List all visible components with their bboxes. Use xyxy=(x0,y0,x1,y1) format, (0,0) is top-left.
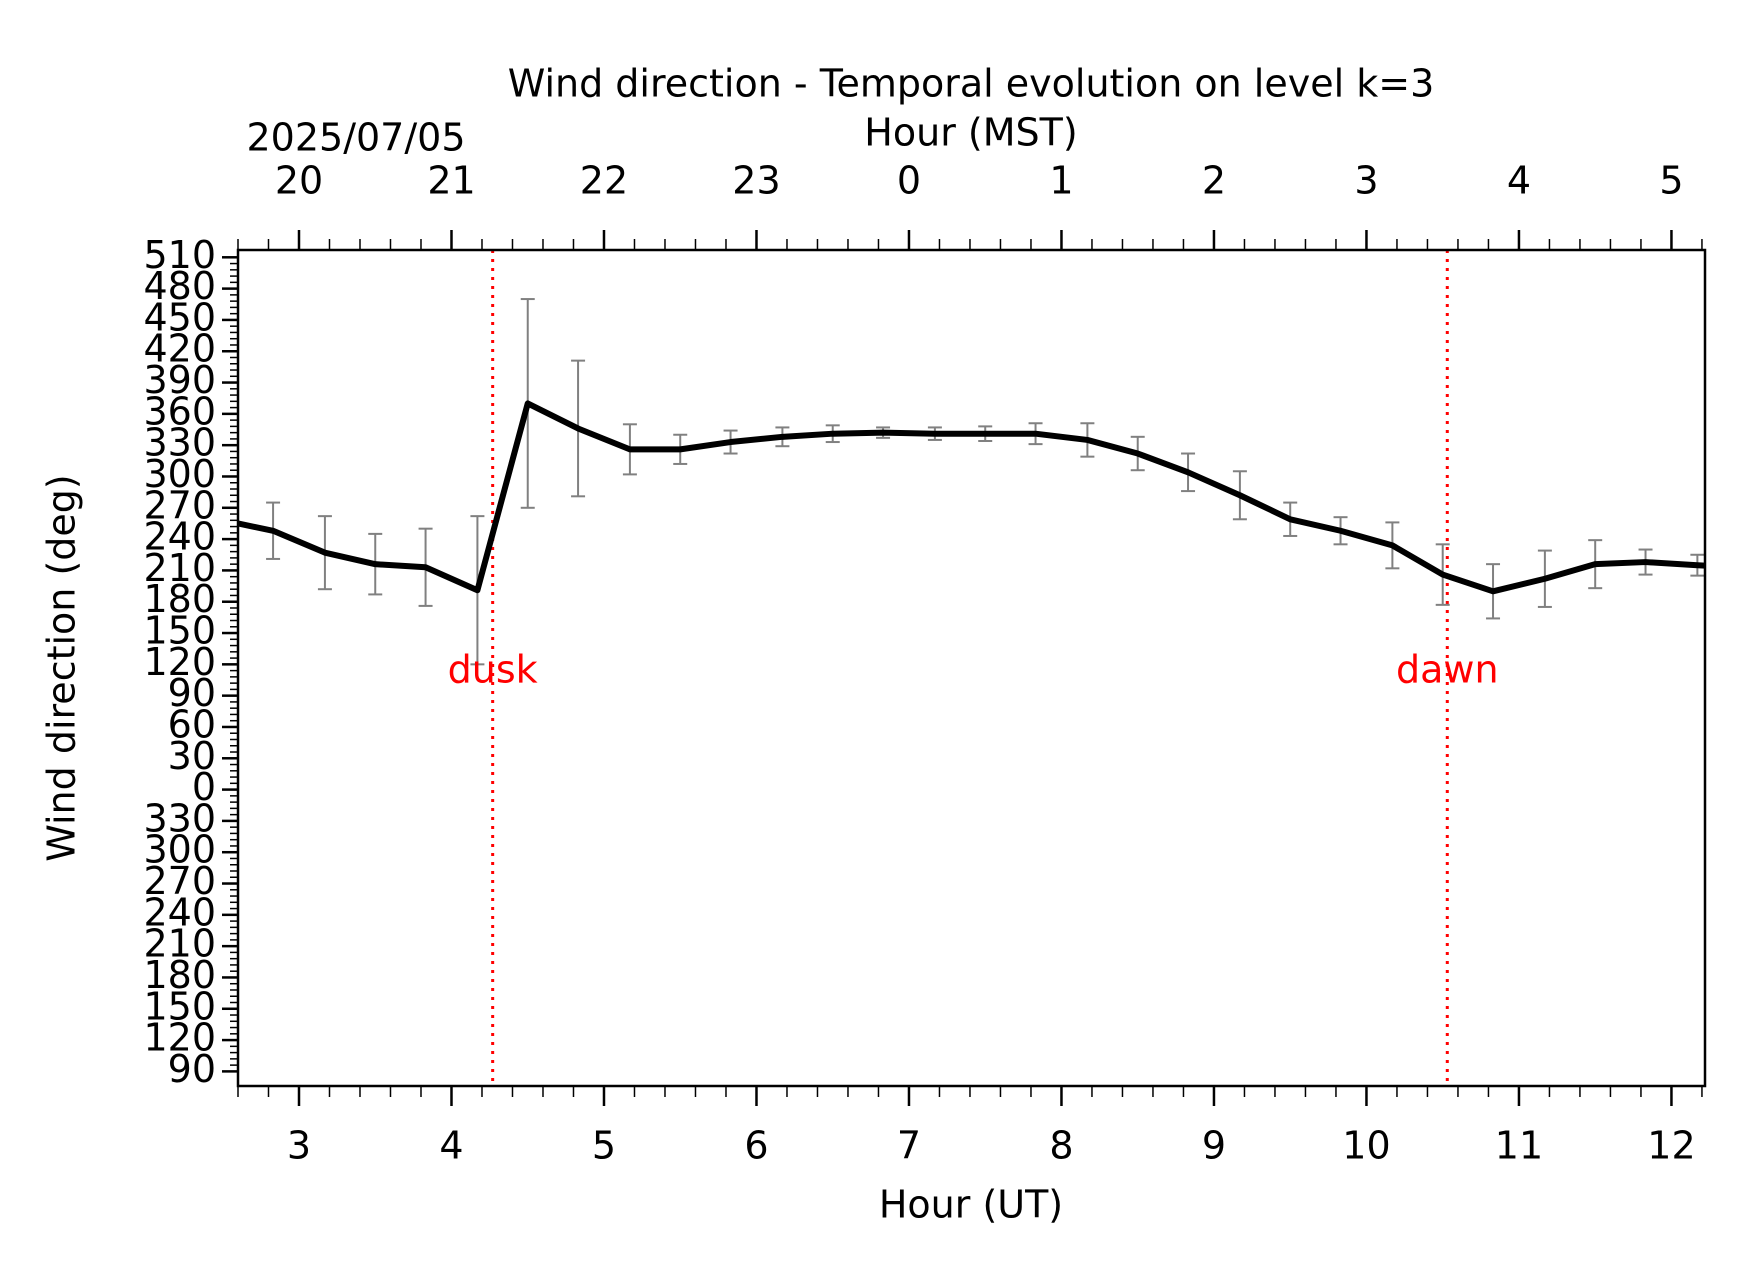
y-axis-label: Wind direction (deg) xyxy=(40,474,84,861)
y-tick-label: 390 xyxy=(143,358,216,402)
y-tick-label: 450 xyxy=(143,295,216,339)
y-tick-label: 90 xyxy=(168,1047,216,1091)
x2-tick-label: 3 xyxy=(1354,159,1378,203)
x2-axis-label: Hour (MST) xyxy=(864,111,1077,155)
x-tick-label: 6 xyxy=(744,1124,768,1168)
x-axis-label: Hour (UT) xyxy=(879,1183,1063,1227)
x-tick-label: 7 xyxy=(897,1124,921,1168)
y-tick-label: 270 xyxy=(143,859,216,903)
y-tick-label: 150 xyxy=(143,609,216,653)
x2-tick-label: 0 xyxy=(897,159,921,203)
x-tick-label: 11 xyxy=(1495,1124,1543,1168)
y-tick-label: 330 xyxy=(143,796,216,840)
y-tick-label: 180 xyxy=(143,577,216,621)
x-tick-label: 3 xyxy=(287,1124,311,1168)
y-tick-label: 120 xyxy=(143,1016,216,1060)
y-tick-label: 300 xyxy=(143,828,216,872)
x-tick-label: 8 xyxy=(1049,1124,1073,1168)
y-tick-label: 90 xyxy=(168,671,216,715)
x2-tick-label: 22 xyxy=(580,159,628,203)
x-tick-label: 10 xyxy=(1342,1124,1390,1168)
x2-tick-label: 21 xyxy=(427,159,475,203)
plot-area xyxy=(238,250,1705,1086)
x-tick-label: 9 xyxy=(1202,1124,1226,1168)
y-tick-label: 120 xyxy=(143,640,216,684)
x-tick-label: 4 xyxy=(439,1124,463,1168)
x-tick-label: 12 xyxy=(1647,1124,1695,1168)
annotation-label: dawn xyxy=(1396,648,1499,692)
x-tick-label: 5 xyxy=(592,1124,616,1168)
y-tick-label: 330 xyxy=(143,421,216,465)
y-tick-label: 300 xyxy=(143,452,216,496)
x2-tick-label: 5 xyxy=(1659,159,1683,203)
x2-tick-label: 1 xyxy=(1049,159,1073,203)
y-tick-label: 480 xyxy=(143,264,216,308)
y-tick-label: 180 xyxy=(143,953,216,997)
x2-tick-label: 4 xyxy=(1507,159,1531,203)
y-tick-label: 420 xyxy=(143,327,216,371)
date-label: 2025/07/05 xyxy=(246,116,465,160)
annotation-label: dusk xyxy=(448,648,538,692)
y-tick-label: 210 xyxy=(143,546,216,590)
chart-title: Wind direction - Temporal evolution on l… xyxy=(508,62,1435,106)
y-tick-label: 240 xyxy=(143,890,216,934)
y-tick-label: 150 xyxy=(143,984,216,1028)
y-tick-label: 240 xyxy=(143,515,216,559)
x2-tick-label: 20 xyxy=(275,159,323,203)
plot-frame xyxy=(236,248,1707,1088)
line xyxy=(238,400,1705,595)
y-tick-label: 510 xyxy=(143,233,216,277)
y-tick-label: 30 xyxy=(168,734,216,778)
y-tick-label: 60 xyxy=(168,702,216,746)
y-tick-label: 360 xyxy=(143,389,216,433)
x2-tick-label: 23 xyxy=(732,159,780,203)
x2-tick-label: 2 xyxy=(1202,159,1226,203)
y-tick-label: 210 xyxy=(143,922,216,966)
y-tick-label: 0 xyxy=(192,765,216,809)
y-tick-label: 270 xyxy=(143,483,216,527)
